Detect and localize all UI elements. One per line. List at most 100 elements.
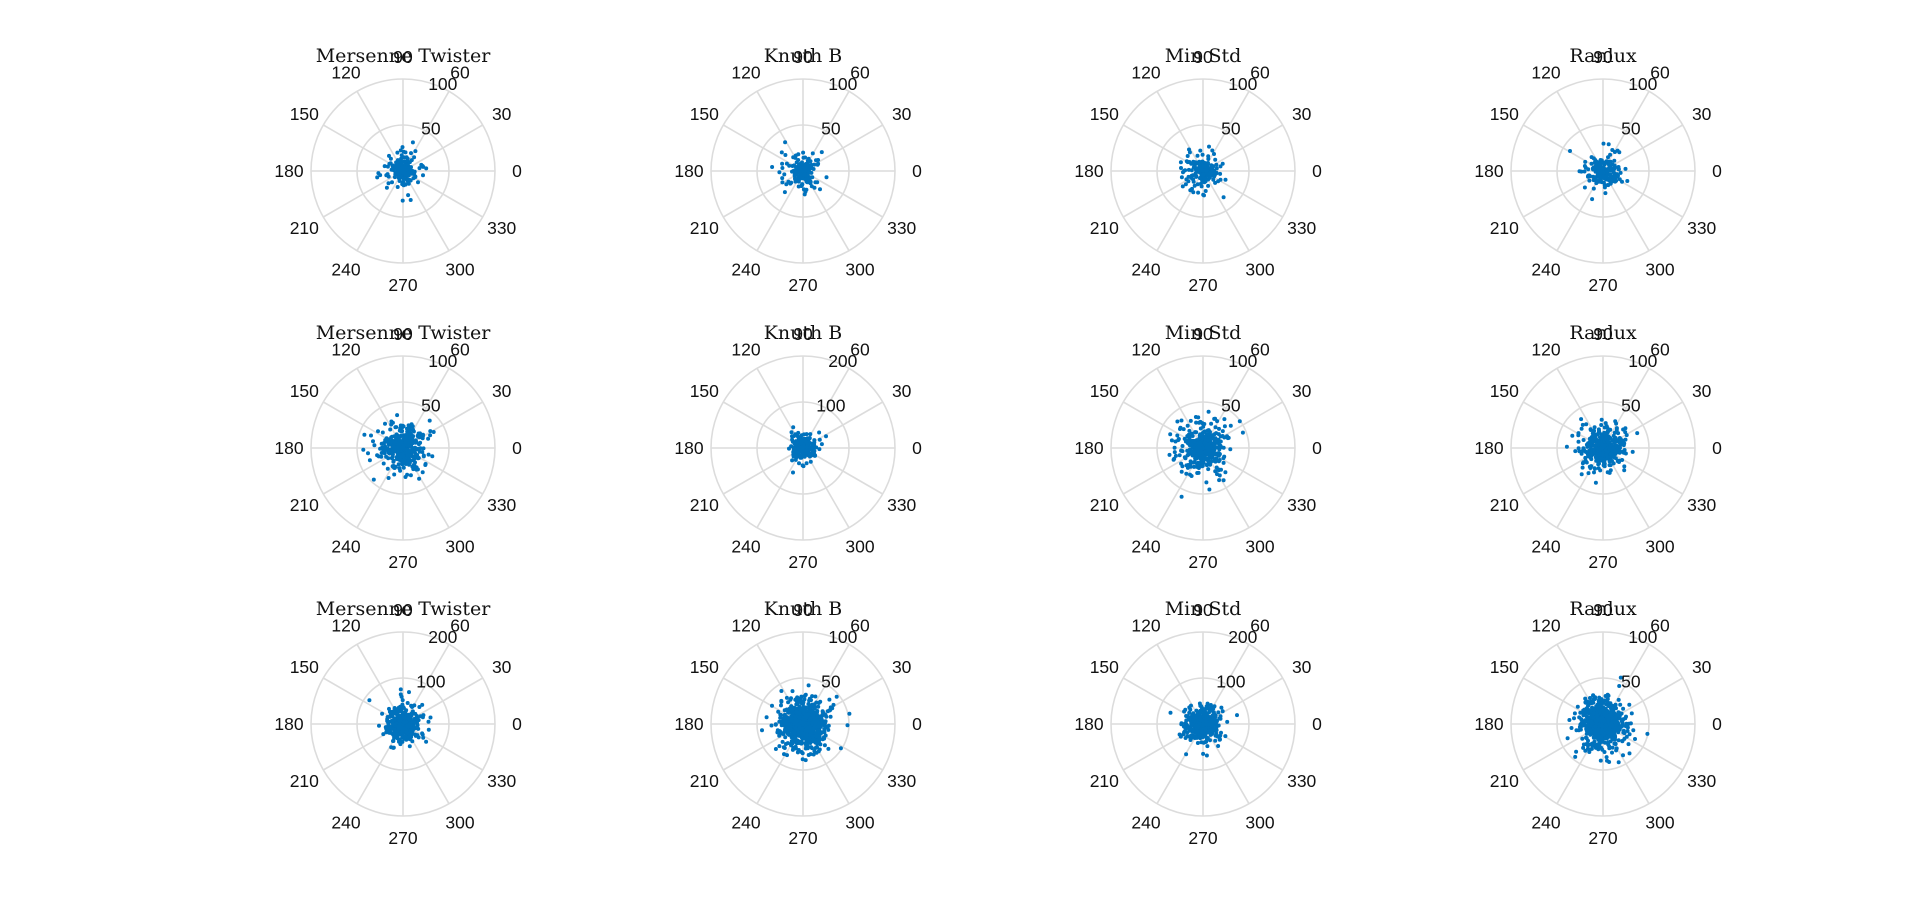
data-point [790, 458, 795, 463]
data-point [427, 418, 432, 423]
data-point [775, 730, 780, 735]
data-point [1199, 450, 1204, 455]
angle-tick-label: 180 [274, 438, 303, 458]
data-point [824, 434, 828, 439]
data-point [1177, 453, 1182, 458]
data-point [386, 726, 391, 731]
data-point [1184, 177, 1189, 182]
angle-tick-label: 300 [445, 537, 474, 557]
data-point [1218, 733, 1223, 738]
angle-tick-label: 210 [690, 495, 719, 515]
data-point [782, 746, 787, 750]
angle-tick-label: 60 [850, 339, 870, 359]
data-point [1193, 735, 1197, 740]
data-point [1179, 448, 1184, 453]
data-point [1220, 709, 1225, 714]
angle-tick-label: 270 [1188, 275, 1217, 295]
data-point [400, 198, 405, 203]
angle-tick-label: 30 [892, 657, 912, 677]
data-point [1199, 166, 1204, 171]
angle-tick-label: 240 [1531, 260, 1560, 280]
angle-tick-label: 0 [1712, 438, 1722, 458]
data-point [794, 710, 799, 715]
data-point [406, 193, 411, 198]
data-point [1203, 735, 1208, 739]
data-point [407, 713, 412, 717]
data-point [814, 445, 819, 450]
data-point [424, 739, 429, 744]
data-point [1592, 470, 1596, 475]
data-point [421, 713, 426, 718]
data-point [804, 177, 809, 182]
polar-plot-9: 0306090120150180210240270300330100200Mer… [274, 598, 522, 848]
plot-title: Min Std [1165, 598, 1242, 620]
data-point [769, 723, 774, 728]
data-point [812, 724, 817, 729]
data-point [400, 145, 405, 150]
radius-tick-label: 100 [1228, 351, 1257, 371]
data-point [760, 728, 764, 733]
data-point [1205, 704, 1210, 709]
data-point [1586, 471, 1591, 476]
data-point [398, 468, 403, 473]
data-point [1586, 174, 1590, 179]
data-point [1207, 176, 1212, 180]
data-point [1226, 435, 1231, 440]
data-point [1228, 447, 1233, 452]
angle-tick-label: 330 [1687, 495, 1716, 515]
polar-plot-2: 030609012015018021024027030033050100Knut… [674, 45, 922, 295]
angle-tick-label: 30 [892, 104, 912, 124]
data-point [410, 704, 414, 709]
data-point [797, 725, 802, 730]
radius-tick-label: 100 [1628, 74, 1657, 94]
data-point [1618, 170, 1623, 175]
data-point [794, 432, 799, 437]
data-point [793, 442, 798, 447]
angle-tick-label: 240 [331, 537, 360, 557]
data-point [410, 140, 415, 145]
data-point [795, 738, 800, 743]
plot-title: Knuth B [764, 598, 843, 620]
data-point [1188, 418, 1193, 423]
angle-tick-label: 0 [1312, 714, 1322, 734]
angle-tick-label: 120 [331, 339, 360, 359]
data-point [799, 694, 804, 699]
angle-tick-label: 180 [1474, 161, 1503, 181]
data-point [785, 731, 790, 736]
data-point [1576, 439, 1581, 444]
data-point [1213, 157, 1218, 162]
data-point [408, 473, 413, 478]
data-point [1200, 464, 1204, 469]
data-point [389, 731, 394, 735]
data-point [1207, 144, 1211, 149]
data-point [824, 175, 829, 180]
data-point [817, 747, 822, 752]
data-point [791, 470, 795, 475]
data-point [780, 180, 785, 185]
data-point [801, 464, 806, 469]
data-point [410, 445, 415, 450]
data-point [401, 149, 406, 154]
data-point [1189, 733, 1194, 738]
data-point [1208, 708, 1213, 713]
data-point [827, 697, 832, 702]
data-point [1190, 434, 1195, 438]
angle-tick-label: 300 [1245, 537, 1274, 557]
data-point [414, 447, 419, 452]
data-point [413, 149, 418, 154]
data-point [1596, 167, 1600, 172]
data-point [1616, 431, 1621, 436]
angular-gridline [1202, 170, 1250, 252]
data-point [1172, 445, 1177, 450]
data-point [1601, 460, 1606, 465]
data-point [790, 169, 794, 174]
data-point [803, 438, 808, 443]
data-point [1175, 433, 1180, 438]
radius-tick-label: 100 [1216, 672, 1245, 692]
angle-tick-label: 90 [793, 324, 813, 344]
plot-title: Mersenne Twister [316, 322, 491, 344]
data-point [811, 739, 816, 744]
data-point [367, 458, 372, 463]
plot-title: Knuth B [764, 45, 843, 67]
radius-tick-label: 100 [1228, 74, 1257, 94]
